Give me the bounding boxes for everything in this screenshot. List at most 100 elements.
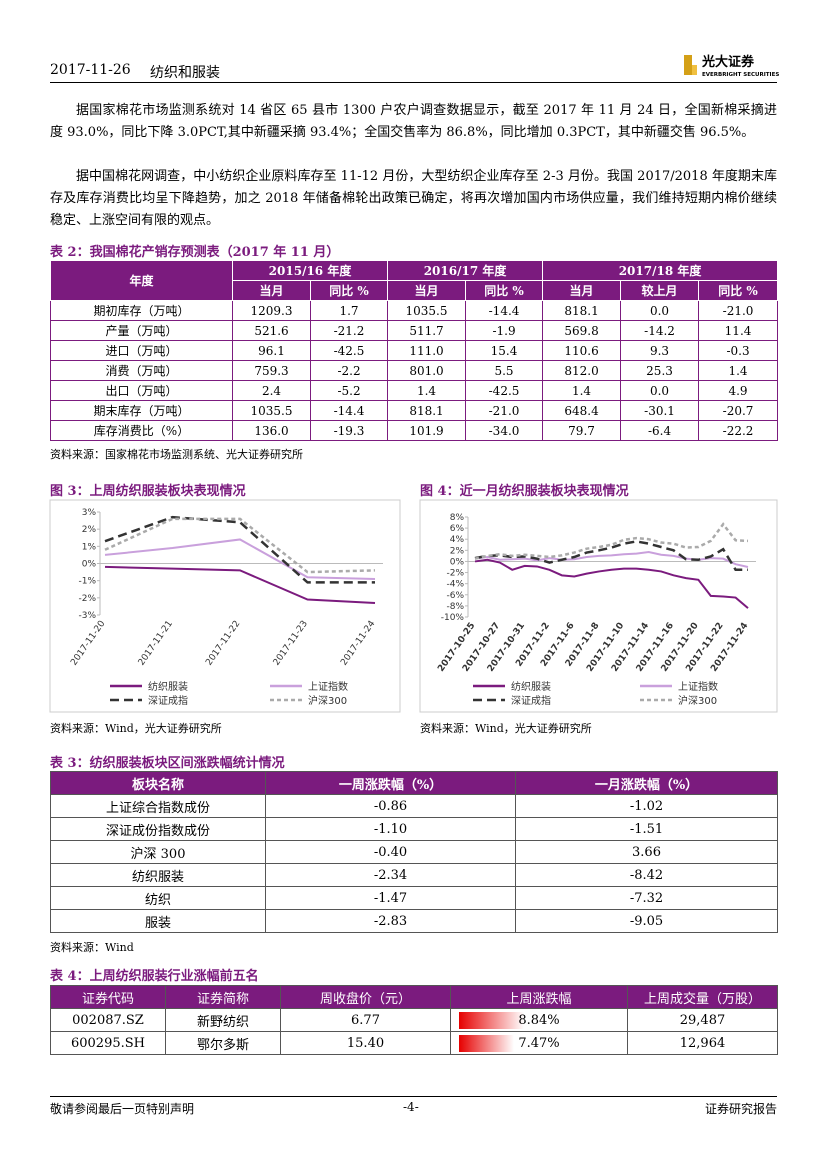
cell-text: 812.0 xyxy=(564,363,599,378)
source: 资料来源：国家棉花市场监测系统、光大证券研究所 xyxy=(50,448,303,461)
table-cell: -1.51 xyxy=(515,817,778,841)
legend-label: 深证成指 xyxy=(511,694,551,707)
table-row: 消费（万吨） 759.3 -2.2 801.0 5.5 812.0 25.3 1.4 xyxy=(50,360,779,381)
table: 板块名称 一周涨跌幅（%） 一月涨跌幅（%） 上证综合指数成份 -0.86 -1.02 深证… xyxy=(50,771,778,933)
cell-text: 2016/17 年度 xyxy=(423,264,507,278)
legend-label: 上证指数 xyxy=(308,680,348,693)
cell-text: -42.5 xyxy=(488,383,520,398)
legend-label: 上证指数 xyxy=(678,680,718,693)
table-cell: 较上月 xyxy=(620,280,700,301)
legend-label: 深证成指 xyxy=(148,694,188,707)
table-cell: 鄂尔多斯 xyxy=(165,1031,281,1055)
table-row: 库存消费比（%） 136.0 -19.3 101.9 -34.0 79.7 -6.4 -22.… xyxy=(50,420,779,441)
table-cell: 3.66 xyxy=(515,840,778,864)
figure-title: 图 4：近一月纺织服装板块表现情况 xyxy=(420,484,629,499)
cell-text: -21.2 xyxy=(333,323,365,338)
table-cell: -8.42 xyxy=(515,863,778,887)
table-cell: -9.05 xyxy=(515,909,778,933)
table-cell: 纺织服装 xyxy=(50,863,266,887)
table-cell: -20.7 xyxy=(698,400,779,421)
table-cell: -0.40 xyxy=(265,840,516,864)
cell-text: 11.4 xyxy=(724,323,752,338)
cell-text: -0.86 xyxy=(373,798,408,814)
y-tick-label: 6% xyxy=(450,524,465,534)
cell-text: 511.7 xyxy=(409,323,444,338)
table-cell: 4.9 xyxy=(698,380,779,401)
legend-label: 纺织服装 xyxy=(511,680,551,693)
legend-label: 沪深300 xyxy=(308,694,347,707)
cell-text: -19.3 xyxy=(333,423,365,438)
table-row: 深证成份指数成份 -1.10 -1.51 xyxy=(50,817,778,841)
cell-text: 当月 xyxy=(259,284,284,298)
table-cell: 纺织 xyxy=(50,886,266,910)
source: 资料来源：Wind，光大证券研究所 xyxy=(50,722,222,735)
table-cell: -6.4 xyxy=(620,420,700,441)
table-cell: 79.7 xyxy=(542,420,622,441)
table-row: 出口（万吨） 2.4 -5.2 1.4 -42.5 1.4 0.0 4.9 xyxy=(50,380,779,401)
table-cell: 2017/18 年度 xyxy=(542,260,779,281)
cell-text: 818.1 xyxy=(564,303,599,318)
cell-text: 818.1 xyxy=(409,403,444,418)
figure-title: 图 3：上周纺织服装板块表现情况 xyxy=(50,484,246,499)
cell-text: 周收盘价（元） xyxy=(319,991,411,1007)
cell-text: 上证综合指数成份 xyxy=(105,800,210,816)
table-cell: -2.34 xyxy=(265,863,516,887)
table-cell: 出口（万吨） xyxy=(50,380,233,401)
table-cell: 15.4 xyxy=(465,340,544,361)
table-cell: 002087.SZ xyxy=(50,1008,166,1032)
table-row: 沪深 300 -0.40 3.66 xyxy=(50,840,778,864)
cell-text: 同比 % xyxy=(484,284,524,298)
table-cell: 15.40 xyxy=(280,1031,451,1055)
cell-text: 8.84% xyxy=(518,1012,560,1028)
logo-icon xyxy=(692,65,697,75)
y-tick-label: -2% xyxy=(78,594,96,604)
series-line xyxy=(104,538,376,580)
cell-text: -8.42 xyxy=(629,867,664,883)
table-cell: -14.4 xyxy=(309,400,389,421)
series-line xyxy=(474,522,749,560)
table-title: 表 3：纺织服装板块区间涨跌幅统计情况 xyxy=(50,756,285,771)
table-row: 服装 -2.83 -9.05 xyxy=(50,909,778,933)
cell-text: 15.40 xyxy=(346,1035,385,1051)
cell-text: -1.9 xyxy=(492,323,516,338)
table-cell: 年度 xyxy=(50,260,233,301)
cell-text: -9.05 xyxy=(629,913,664,929)
table-cell: 期末库存（万吨） xyxy=(50,400,233,421)
table-cell: 上证综合指数成份 xyxy=(50,794,266,818)
cell-text: 消费（万吨） xyxy=(105,364,178,378)
table-cell: 101.9 xyxy=(387,420,467,441)
y-tick-label: 0% xyxy=(82,560,97,570)
table-cell: 一月涨跌幅（%） xyxy=(515,771,778,795)
y-tick-label: 4% xyxy=(450,535,465,545)
table-cell: 7.47% xyxy=(450,1031,628,1055)
cell-text: 1.7 xyxy=(339,303,359,318)
table-cell: 11.4 xyxy=(698,320,779,341)
data-bar xyxy=(459,1012,525,1029)
cell-text: -2.83 xyxy=(373,913,408,929)
cell-text: -42.5 xyxy=(333,343,365,358)
table-cell: 0.0 xyxy=(620,380,700,401)
cell-text: 同比 % xyxy=(718,284,758,298)
table-row: 纺织服装 -2.34 -8.42 xyxy=(50,863,778,887)
cell-text: 纺织 xyxy=(144,892,171,908)
table-cell: -21.2 xyxy=(309,320,389,341)
table-cell: 期初库存（万吨） xyxy=(50,300,233,321)
logo-en: EVERBRIGHT SECURITIES xyxy=(702,72,779,78)
table-cell: -0.86 xyxy=(265,794,516,818)
cell-text: -7.32 xyxy=(629,890,664,906)
table-cell: 周收盘价（元） xyxy=(280,985,451,1009)
cell-text: -2.2 xyxy=(337,363,361,378)
table-row: 002087.SZ 新野纺织 6.77 8.84% 29,487 xyxy=(50,1008,778,1032)
cell-text: 上周成交量（万股） xyxy=(643,991,761,1007)
cell-text: 板块名称 xyxy=(131,777,184,793)
table-row: 期初库存（万吨） 1209.3 1.7 1035.5 -14.4 818.1 0.0 -21.… xyxy=(50,300,779,321)
cell-text: 证券简称 xyxy=(196,991,249,1007)
y-tick-label: 8% xyxy=(450,513,465,523)
x-tick-label: 2017-11-22 xyxy=(204,619,242,668)
cell-text: 96.1 xyxy=(258,343,285,358)
series-line xyxy=(104,517,376,574)
table-cell: 12,964 xyxy=(627,1031,778,1055)
cell-text: 521.6 xyxy=(254,323,289,338)
table-cell: 证券简称 xyxy=(165,985,281,1009)
x-tick-label: 2017-11-20 xyxy=(69,619,107,668)
